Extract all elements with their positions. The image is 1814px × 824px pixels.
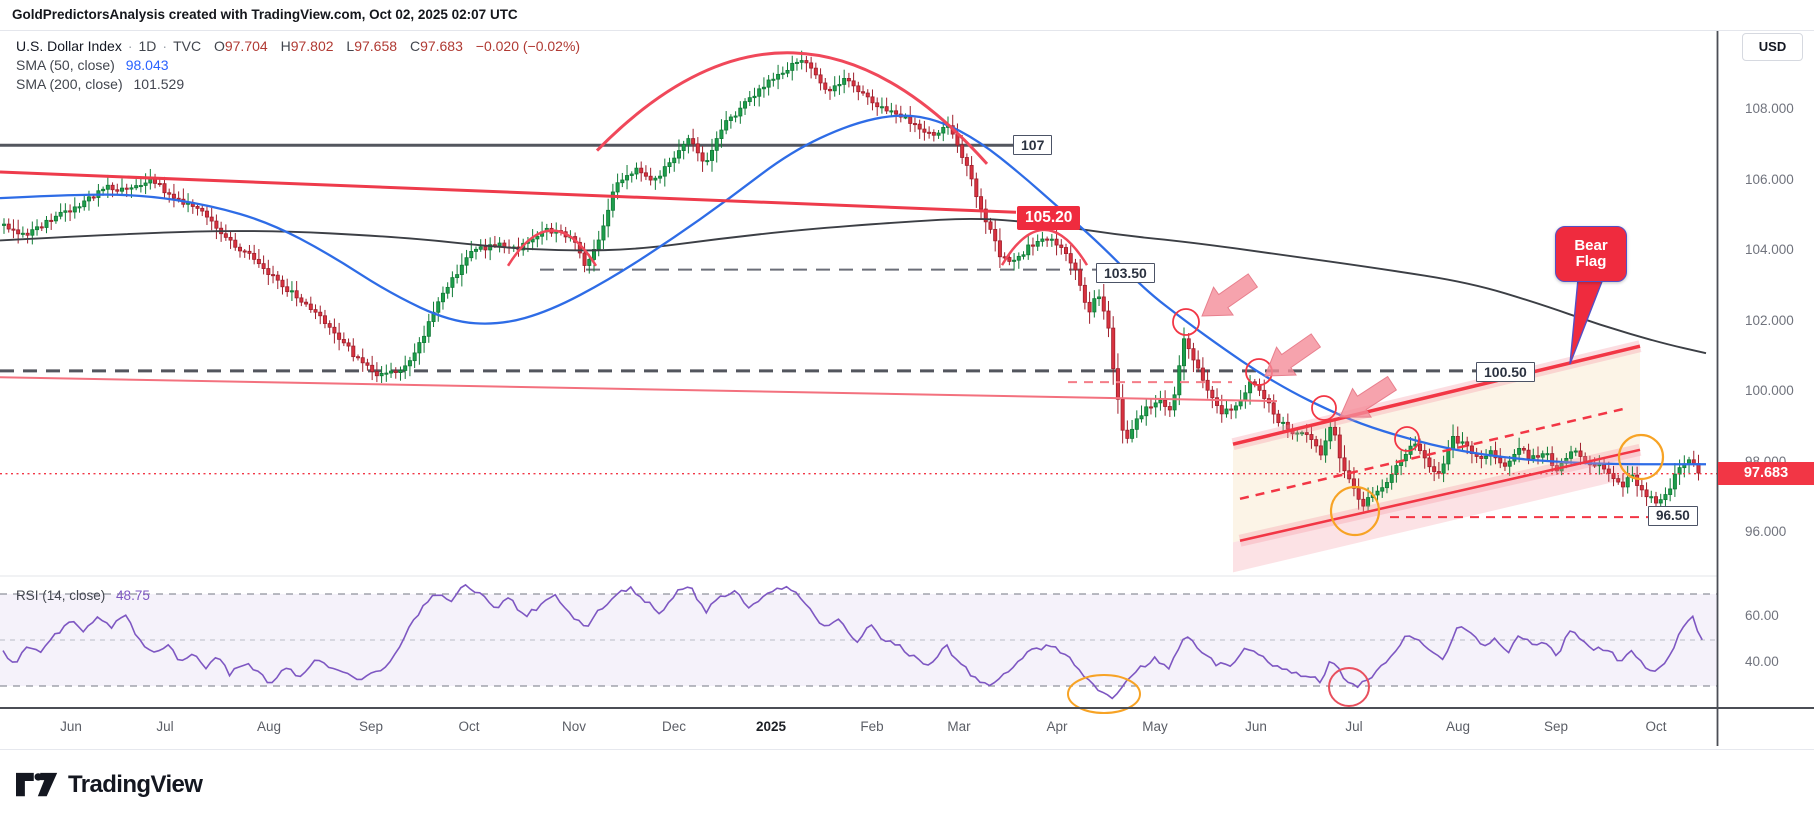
highlight-circle [1172, 308, 1200, 336]
price-axis-tick: 100.000 [1745, 383, 1794, 398]
flag-upper [1232, 344, 1641, 446]
price-axis-tick: 96.000 [1745, 524, 1787, 539]
tradingview-brand-text: TradingView [68, 771, 203, 798]
bear-flag-callout: Bear Flag [1555, 226, 1627, 282]
price-axis-tick: 106.000 [1745, 171, 1794, 187]
momentum-arrow [1339, 375, 1398, 418]
symbol-title: U.S. Dollar Index [16, 38, 122, 54]
arc-mar [1000, 228, 1089, 266]
tradingview-logo-icon [16, 772, 58, 797]
sma50-label: SMA (50, close) [16, 57, 115, 73]
symbol-row: U.S. Dollar Index · 1D · TVC O97.704 H97.802… [16, 38, 581, 54]
price-level-label-9650: 96.50 [1648, 506, 1698, 526]
highlight-circle [1329, 485, 1381, 537]
time-axis-tick: Nov [561, 719, 587, 734]
rsi-line [2, 583, 1703, 700]
exchange-label: TVC [173, 38, 202, 54]
time-axis-tick: Oct [1645, 719, 1667, 734]
flag-lower [1239, 448, 1641, 542]
ohlc-high: H97.802 [280, 38, 334, 54]
time-axis-tick: Jun [1245, 719, 1267, 734]
time-axis-tick: Aug [256, 719, 282, 734]
sma50-row: SMA (50, close) 98.043 [16, 56, 580, 75]
highlight-circle [1394, 426, 1420, 452]
arc-top [595, 51, 989, 165]
price-level-badge-10520: 105.20 [1017, 206, 1081, 230]
sma50-value: 98.043 [125, 57, 169, 73]
time-axis-tick: May [1142, 719, 1168, 734]
rsi-axis-tick: 60.00 [1745, 608, 1779, 623]
rsi-axis-tick: 40.00 [1745, 654, 1779, 669]
attribution-header: GoldPredictorsAnalysis created with Trad… [0, 0, 1814, 31]
change-label: −0.020 (−0.02%) [475, 38, 581, 54]
sma200-value: 101.529 [133, 76, 185, 92]
rsi-highlight-circle [1067, 674, 1141, 714]
symbol-legend: U.S. Dollar Index · 1D · TVC O97.704 H97.802… [16, 37, 580, 94]
ohlc-low: L97.658 [346, 38, 398, 54]
time-axis-tick: Aug [1445, 719, 1471, 734]
time-axis-tick: Jun [60, 719, 82, 734]
time-axis-tick: Oct [458, 719, 480, 734]
time-axis-tick: Dec [661, 719, 687, 734]
time-axis-tick: Apr [1046, 719, 1068, 734]
time-axis-tick: Mar [947, 719, 971, 734]
tradingview-attribution-logo[interactable]: TradingView [16, 768, 203, 802]
rsi-highlight-circle [1328, 667, 1370, 707]
rsi-label: RSI (14, close) [16, 588, 106, 603]
time-axis-tick: Jul [156, 719, 174, 734]
price-level-label-10050: 100.50 [1476, 362, 1535, 382]
interval-label: 1D [138, 38, 157, 54]
highlight-circle [1617, 433, 1665, 481]
momentum-arrow [1201, 273, 1259, 317]
time-axis-tick: Sep [358, 719, 384, 734]
time-axis-tick: Jul [1345, 719, 1363, 734]
arc-nov [506, 229, 598, 267]
sma200-line [0, 217, 1707, 355]
trend-upper [0, 170, 1017, 214]
sma50-line [0, 114, 1706, 466]
price-axis-tick: 104.000 [1745, 242, 1794, 257]
price-level-label-107: 107 [1013, 135, 1053, 155]
ohlc-close: C97.683 [409, 38, 463, 54]
ohlc-open: O97.704 [213, 38, 268, 54]
time-axis-tick: Sep [1543, 719, 1569, 734]
rsi-value: 48.75 [116, 588, 150, 603]
price-axis-tick: 108.000 [1745, 101, 1794, 116]
price-level-label-10350: 103.50 [1096, 263, 1155, 283]
last-price-tag: 97.683 [1718, 462, 1814, 485]
sma200-label: SMA (200, close) [16, 76, 123, 92]
time-axis-tick: Feb [860, 719, 884, 734]
rsi-legend: RSI (14, close) 48.75 [16, 588, 150, 603]
sma200-row: SMA (200, close) 101.529 [16, 75, 580, 94]
bear-flag-channel-fill [1233, 346, 1640, 543]
flag-mid [1239, 406, 1629, 501]
time-axis-tick: 2025 [755, 719, 787, 734]
price-axis-tick: 102.000 [1745, 312, 1794, 328]
highlight-circle [1311, 395, 1337, 421]
trend-lower [0, 376, 1278, 403]
currency-toggle-button[interactable]: USD [1742, 33, 1803, 61]
momentum-arrow [1264, 333, 1322, 377]
attribution-text: GoldPredictorsAnalysis created with Trad… [12, 7, 518, 22]
